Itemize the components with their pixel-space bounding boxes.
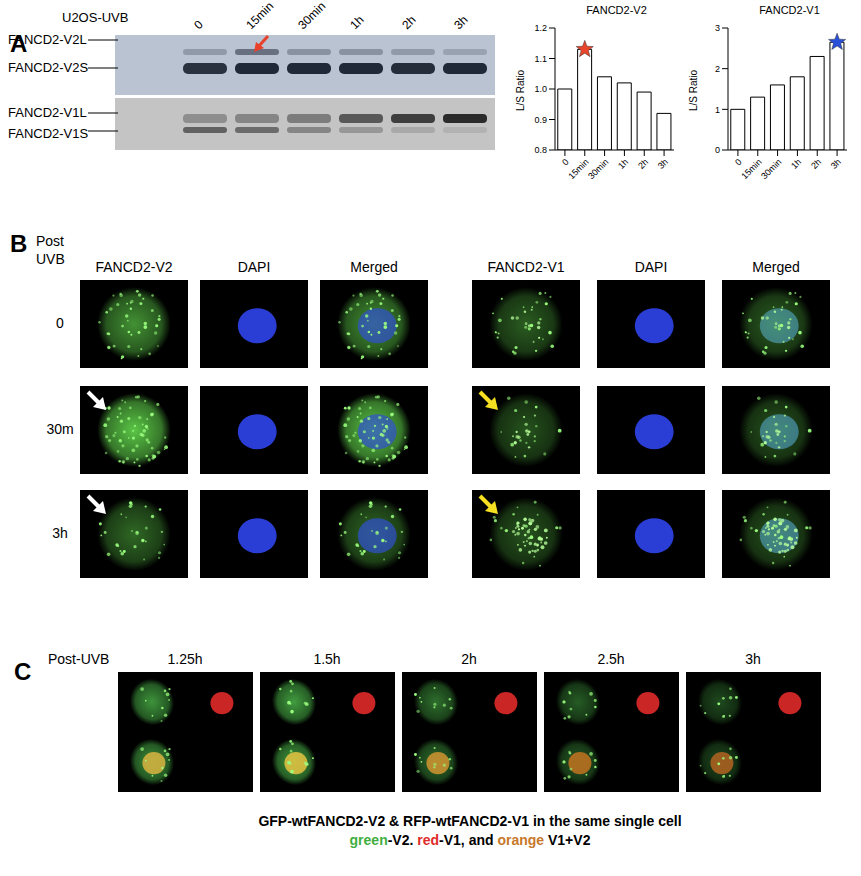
svg-text:0: 0 [733, 157, 744, 168]
svg-text:1.2: 1.2 [534, 23, 547, 33]
svg-text:15min: 15min [566, 157, 590, 181]
svg-text:3h: 3h [52, 525, 68, 541]
svg-text:30min: 30min [759, 157, 783, 181]
svg-text:FANCD2-V1S: FANCD2-V1S [8, 126, 89, 141]
svg-text:2h: 2h [809, 157, 823, 171]
svg-text:DAPI: DAPI [238, 259, 271, 275]
svg-text:L/S Ratio: L/S Ratio [515, 69, 526, 111]
svg-text:30min: 30min [295, 0, 328, 32]
svg-text:1.5h: 1.5h [313, 651, 340, 667]
svg-text:2.5h: 2.5h [597, 651, 624, 667]
svg-text:2h: 2h [461, 651, 477, 667]
svg-text:3h: 3h [451, 13, 470, 32]
svg-text:green-V2. red-V1, and orange V: green-V2. red-V1, and orange V1+V2 [350, 832, 591, 848]
svg-text:0: 0 [560, 157, 571, 168]
svg-text:3: 3 [715, 23, 720, 33]
svg-text:15min: 15min [739, 157, 763, 181]
svg-text:UVB: UVB [36, 251, 65, 267]
svg-text:1h: 1h [616, 157, 630, 171]
svg-text:GFP-wtFANCD2-V2 & RFP-wtFANCD2: GFP-wtFANCD2-V2 & RFP-wtFANCD2-V1 in the… [258, 813, 681, 829]
svg-text:3h: 3h [656, 157, 670, 171]
svg-text:1.1: 1.1 [534, 54, 547, 64]
svg-text:Merged: Merged [350, 259, 397, 275]
svg-text:1: 1 [715, 105, 720, 115]
svg-text:B: B [10, 230, 27, 257]
svg-text:2: 2 [715, 64, 720, 74]
html-text:FANCD2-V1: FANCD2-V1 [759, 4, 820, 16]
svg-text:3h: 3h [745, 651, 761, 667]
html-text:FANCD2-V2: FANCD2-V2 [586, 4, 647, 16]
svg-text:FANCD2-V2L: FANCD2-V2L [8, 32, 87, 47]
svg-text:15min: 15min [243, 0, 276, 32]
svg-text:0: 0 [715, 145, 720, 155]
svg-text:0.8: 0.8 [534, 145, 547, 155]
svg-text:1.25h: 1.25h [167, 651, 202, 667]
svg-text:C: C [14, 658, 31, 685]
svg-text:FANCD2-V2S: FANCD2-V2S [8, 60, 89, 75]
svg-text:Post: Post [36, 233, 64, 249]
svg-text:1h: 1h [789, 157, 803, 171]
svg-text:U2OS-UVB: U2OS-UVB [62, 10, 128, 25]
svg-text:3h: 3h [829, 157, 843, 171]
svg-text:Post-UVB: Post-UVB [48, 651, 109, 667]
svg-text:FANCD2-V2: FANCD2-V2 [95, 259, 172, 275]
svg-text:1.0: 1.0 [534, 84, 547, 94]
svg-text:30m: 30m [46, 421, 73, 437]
svg-text:Merged: Merged [752, 259, 799, 275]
svg-text:L/S Ratio: L/S Ratio [688, 69, 699, 111]
svg-text:2h: 2h [636, 157, 650, 171]
svg-text:FANCD2-V1L: FANCD2-V1L [8, 105, 87, 120]
svg-text:0: 0 [56, 315, 64, 331]
svg-text:1h: 1h [347, 13, 366, 32]
svg-text:0: 0 [191, 17, 206, 32]
svg-text:DAPI: DAPI [635, 259, 668, 275]
svg-text:2h: 2h [399, 13, 418, 32]
svg-text:FANCD2-V1: FANCD2-V1 [487, 259, 564, 275]
svg-text:30min: 30min [586, 157, 610, 181]
svg-text:0.9: 0.9 [534, 115, 547, 125]
